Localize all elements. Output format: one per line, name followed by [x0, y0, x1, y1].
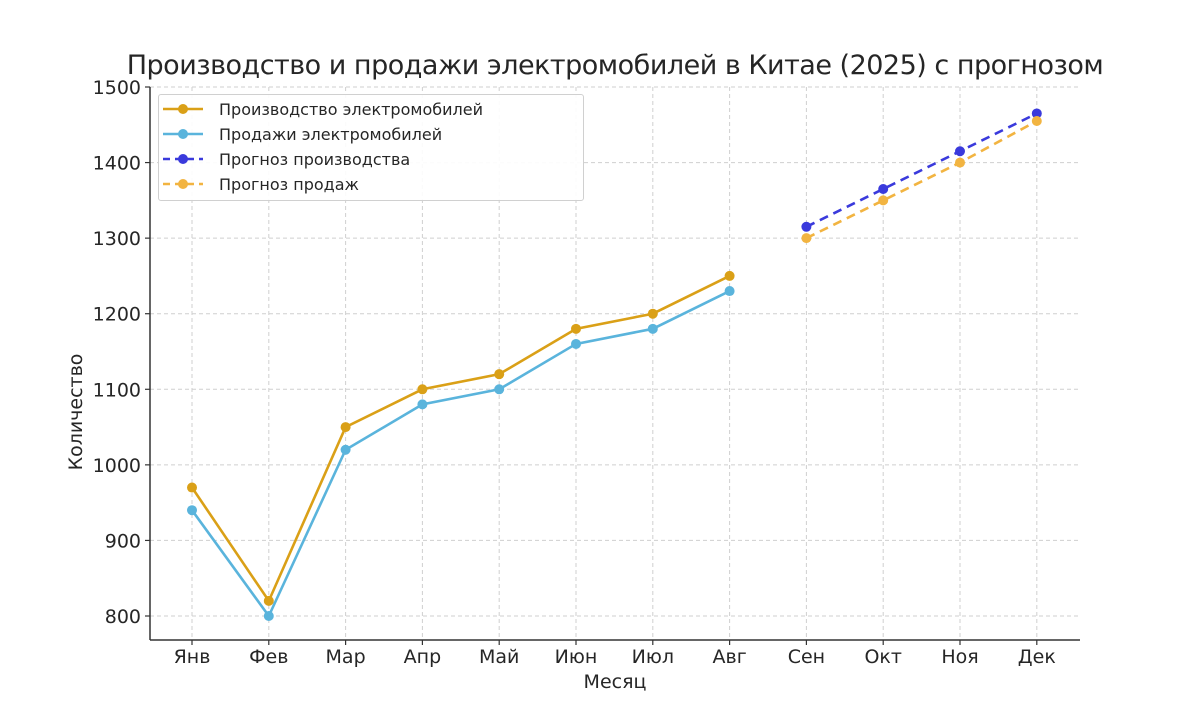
legend-item-sales-forecast: Прогноз продаж	[159, 172, 359, 196]
y-tick-label: 1000	[93, 455, 141, 477]
x-tick-label: Янв	[174, 646, 211, 668]
x-axis-label: Месяц	[584, 671, 647, 693]
y-tick-label: 900	[105, 530, 141, 552]
y-tick-label: 1400	[93, 153, 141, 175]
y-tick-label: 800	[105, 606, 141, 628]
x-tick-label: Июл	[632, 646, 674, 668]
y-tick-label: 1300	[93, 228, 141, 250]
data-point	[263, 611, 274, 621]
data-point	[724, 286, 735, 297]
data-point	[187, 482, 197, 493]
legend-label-sales-forecast: Прогноз продаж	[219, 174, 359, 194]
data-point	[187, 505, 197, 516]
data-point	[647, 323, 658, 334]
data-point	[878, 184, 889, 195]
x-tick-label: Апр	[404, 646, 441, 668]
series-2	[801, 108, 1042, 232]
chart-legend: Производство электромобилей Продажи элек…	[158, 94, 584, 201]
legend-item-sales: Продажи электромобилей	[159, 122, 442, 146]
x-tick-label: Мар	[326, 646, 366, 668]
y-tick-label: 1100	[93, 379, 141, 401]
chart-title: Производство и продажи электромобилей в …	[126, 50, 1104, 81]
data-point	[801, 233, 812, 244]
data-point	[955, 146, 965, 157]
data-point	[417, 384, 428, 395]
legend-label-production: Производство электромобилей	[219, 99, 483, 119]
data-point	[571, 323, 581, 334]
data-point	[1031, 108, 1042, 119]
data-point	[340, 444, 351, 455]
x-tick-label: Дек	[1018, 646, 1056, 668]
x-tick-label: Июн	[555, 646, 598, 668]
legend-item-production-forecast: Прогноз производства	[159, 147, 410, 171]
y-tick-label: 1200	[93, 304, 141, 326]
data-point	[801, 221, 812, 232]
series-1	[187, 286, 735, 621]
legend-sales-forecast-marker-icon	[163, 179, 203, 189]
x-tick-label: Фев	[249, 646, 288, 668]
data-point	[417, 399, 428, 410]
series-0	[187, 270, 735, 606]
data-point	[955, 157, 965, 168]
legend-production-marker-icon	[163, 104, 203, 114]
data-point	[494, 369, 505, 380]
data-point	[647, 308, 658, 319]
data-point	[724, 270, 735, 281]
x-tick-label: Сен	[788, 646, 825, 668]
legend-item-production: Производство электромобилей	[159, 97, 483, 121]
y-tick-label: 1500	[93, 77, 141, 99]
y-axis-label: Количество	[65, 354, 87, 471]
x-tick-label: Май	[479, 646, 519, 668]
legend-production-forecast-marker-icon	[163, 154, 203, 164]
data-point	[1031, 116, 1042, 127]
data-point	[263, 595, 274, 606]
data-point	[340, 422, 351, 433]
data-point	[571, 338, 581, 349]
legend-sales-marker-icon	[163, 129, 203, 139]
series-3	[801, 116, 1042, 244]
data-point	[494, 384, 505, 395]
x-tick-label: Ноя	[941, 646, 978, 668]
data-point	[878, 195, 889, 206]
x-tick-label: Авг	[713, 646, 747, 668]
x-tick-label: Окт	[864, 646, 902, 668]
legend-label-sales: Продажи электромобилей	[219, 124, 443, 144]
legend-label-production-forecast: Прогноз производства	[219, 149, 411, 169]
